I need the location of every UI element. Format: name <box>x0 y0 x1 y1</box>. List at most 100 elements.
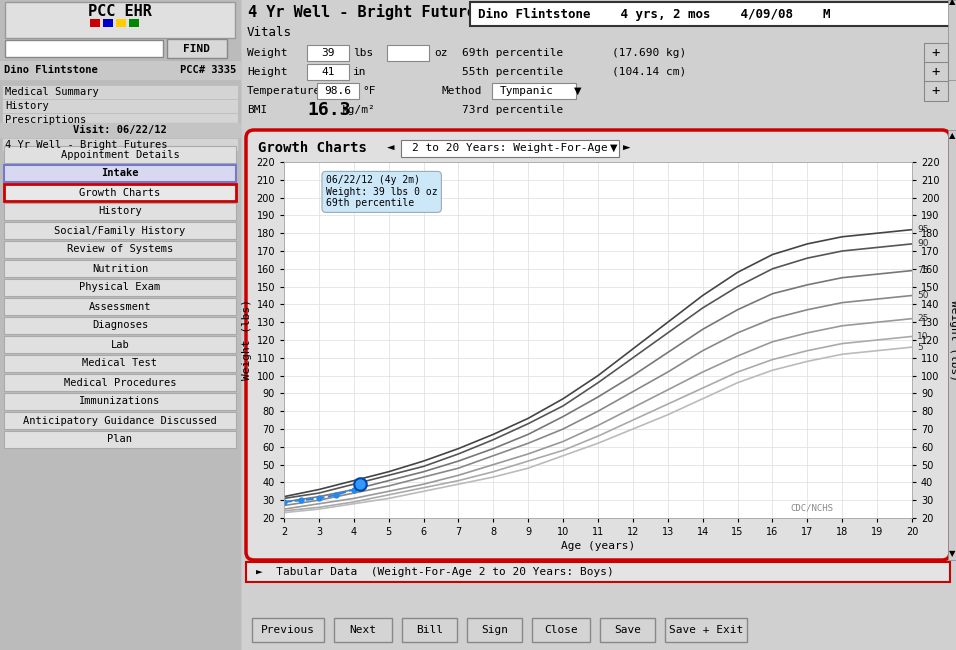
Text: Growth Charts: Growth Charts <box>258 141 367 155</box>
Text: 16.3: 16.3 <box>307 101 351 119</box>
Text: Diagnoses: Diagnoses <box>92 320 148 330</box>
Bar <box>4 336 236 353</box>
Text: 06/22/12 (4y 2m)
Weight: 39 lbs 0 oz
69th percentile: 06/22/12 (4y 2m) Weight: 39 lbs 0 oz 69t… <box>326 176 438 209</box>
Text: in: in <box>353 67 366 77</box>
Bar <box>492 83 576 99</box>
Bar <box>0 61 240 79</box>
Text: Intake: Intake <box>101 168 139 179</box>
Text: 25: 25 <box>917 314 928 323</box>
Bar <box>2 85 238 99</box>
Text: Immunizations: Immunizations <box>79 396 161 406</box>
Bar <box>307 45 349 61</box>
Text: 2 to 20 Years: Weight-For-Age: 2 to 20 Years: Weight-For-Age <box>412 143 608 153</box>
Bar <box>317 83 359 99</box>
Text: Plan: Plan <box>107 434 133 445</box>
Text: Sign: Sign <box>481 625 508 635</box>
Text: Prescriptions: Prescriptions <box>5 115 86 125</box>
Text: CDC/NCHS: CDC/NCHS <box>790 504 833 513</box>
Text: Visit: 06/22/12: Visit: 06/22/12 <box>73 125 167 135</box>
Bar <box>402 618 457 642</box>
Bar <box>307 64 349 80</box>
Text: FIND: FIND <box>184 44 210 53</box>
Text: Previous: Previous <box>261 625 315 635</box>
Text: Tympanic: Tympanic <box>500 86 554 96</box>
Text: Dino Flintstone: Dino Flintstone <box>4 65 98 75</box>
Bar <box>4 184 236 201</box>
Text: PCC# 3335: PCC# 3335 <box>180 65 236 75</box>
Text: 73rd percentile: 73rd percentile <box>462 105 563 115</box>
Text: Dino Flintstone    4 yrs, 2 mos    4/09/08    M: Dino Flintstone 4 yrs, 2 mos 4/09/08 M <box>478 7 831 21</box>
Text: kg/m²: kg/m² <box>342 105 376 115</box>
Bar <box>5 2 235 38</box>
FancyBboxPatch shape <box>246 130 950 560</box>
Bar <box>2 138 238 151</box>
Text: Save: Save <box>614 625 641 635</box>
Bar <box>924 81 948 101</box>
Bar <box>4 279 236 296</box>
Text: ►: ► <box>623 142 631 155</box>
Text: Bill: Bill <box>416 625 443 635</box>
Bar <box>167 39 227 58</box>
Text: 39: 39 <box>321 48 335 58</box>
Text: 95: 95 <box>917 225 928 234</box>
Text: ▼: ▼ <box>610 143 618 153</box>
Bar <box>924 62 948 82</box>
Text: 4 Yr Well - Bright Futures: 4 Yr Well - Bright Futures <box>5 140 167 150</box>
Text: History: History <box>5 101 49 111</box>
Text: (17.690 kg): (17.690 kg) <box>612 48 686 58</box>
Bar <box>600 618 655 642</box>
Bar <box>5 40 163 57</box>
Text: Assessment: Assessment <box>89 302 151 311</box>
Text: Social/Family History: Social/Family History <box>54 226 185 235</box>
Text: ►  Tabular Data  (Weight-For-Age 2 to 20 Years: Boys): ► Tabular Data (Weight-For-Age 2 to 20 Y… <box>256 567 614 577</box>
Bar <box>4 355 236 372</box>
Bar <box>948 0 956 80</box>
Text: 5: 5 <box>917 343 923 352</box>
Bar <box>4 374 236 391</box>
Bar <box>532 618 590 642</box>
Bar <box>90 19 100 27</box>
X-axis label: Age (years): Age (years) <box>561 541 635 551</box>
Bar <box>401 140 619 157</box>
Text: +: + <box>932 65 940 79</box>
Text: 10: 10 <box>917 332 928 341</box>
Bar <box>467 618 522 642</box>
Bar <box>2 113 238 127</box>
Bar <box>4 165 236 182</box>
Text: ▼: ▼ <box>948 549 955 558</box>
Bar <box>4 146 236 163</box>
Text: Close: Close <box>544 625 577 635</box>
Text: 69th percentile: 69th percentile <box>462 48 563 58</box>
Text: 90: 90 <box>917 239 928 248</box>
Text: Physical Exam: Physical Exam <box>79 283 161 292</box>
Bar <box>2 99 238 113</box>
Bar <box>4 317 236 334</box>
Text: 75: 75 <box>917 266 928 275</box>
Bar <box>4 412 236 429</box>
Bar <box>4 203 236 220</box>
Text: 55th percentile: 55th percentile <box>462 67 563 77</box>
Bar <box>948 130 956 560</box>
Text: Lab: Lab <box>111 339 129 350</box>
Text: Next: Next <box>350 625 377 635</box>
Bar <box>116 19 126 27</box>
Text: °F: °F <box>362 86 376 96</box>
Text: 4 Yr Well - Bright Futures: 4 Yr Well - Bright Futures <box>248 4 486 20</box>
Bar <box>129 19 139 27</box>
Text: ▼: ▼ <box>574 86 581 96</box>
Bar <box>0 123 240 137</box>
Text: Appointment Details: Appointment Details <box>60 150 180 159</box>
Bar <box>334 618 392 642</box>
Y-axis label: Weight (lbs): Weight (lbs) <box>242 300 252 380</box>
Bar <box>4 241 236 258</box>
Text: Nutrition: Nutrition <box>92 263 148 274</box>
Text: Anticipatory Guidance Discussed: Anticipatory Guidance Discussed <box>23 415 217 426</box>
Bar <box>242 23 956 41</box>
Bar <box>242 0 956 650</box>
Bar <box>252 618 324 642</box>
Text: PCC EHR: PCC EHR <box>88 5 152 20</box>
Bar <box>103 19 113 27</box>
Bar <box>4 431 236 448</box>
Text: Medical Procedures: Medical Procedures <box>64 378 176 387</box>
Text: Temperature: Temperature <box>247 86 321 96</box>
